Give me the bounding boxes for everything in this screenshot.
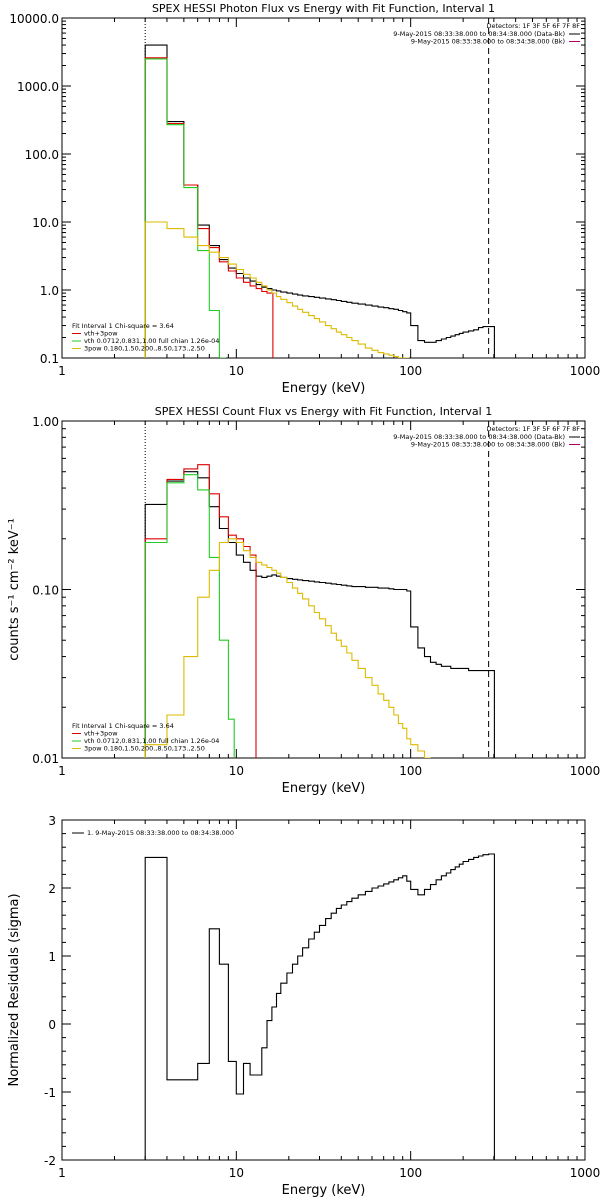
panel3-data-layer: [144, 853, 495, 1160]
panel1-y-tick-label: 0.1: [40, 352, 59, 366]
panel2-x-tick-label: 1000: [570, 764, 600, 778]
panel3-x-tick-label: 1000: [570, 1166, 600, 1180]
panel2-data-layer: [144, 464, 495, 758]
panel3-x-tick-label: 1: [58, 1166, 66, 1180]
panel3-x-tick-label: 10: [229, 1166, 244, 1180]
panel2-legend-fit-item: vth+3pow: [84, 730, 118, 738]
panel1-y-tick-label: 10.0: [32, 216, 59, 230]
panel1-x-tick-label: 1: [58, 364, 66, 378]
panel2-y-tick-label: 0.01: [32, 752, 59, 766]
panel1-plot-frame: [61, 17, 586, 359]
panel1-legend-interval-text: 9-May-2015 08:33:38.000 to 08:34:38.000 …: [411, 38, 565, 46]
panel2-legend-fit-item: 3pow 0.180,1.50,200.,8.50,173.,2.50: [84, 745, 205, 753]
panel1-x-tick-label: 100: [399, 364, 422, 378]
panel3-y-tick-label: -2: [44, 1154, 56, 1168]
panel3-legend-text: 1. 9-May-2015 08:33:38.000 to 08:34:38.0…: [87, 829, 234, 837]
panel2-plot-frame: [61, 420, 586, 759]
panel2-legend-interval-text: 9-May-2015 08:33:38.000 to 08:34:38.000 …: [411, 441, 565, 449]
panel2-legend-fit-item: vth 0.0712,0.831,1.00 full chian 1.26e-0…: [84, 737, 219, 745]
panel1-x-tick-label: 1000: [570, 364, 600, 378]
panel2-series-vth-line: [144, 474, 235, 758]
panel2-series-data-bk-line: [144, 471, 495, 758]
panel1-y-tick-label: 1.0: [40, 284, 59, 298]
panel2-title: SPEX HESSI Count Flux vs Energy with Fit…: [155, 405, 492, 418]
panel2-x-tick-label: 1: [58, 764, 66, 778]
panel1-legend-fit-item: 3pow 0.180,1.50,200.,8.50,173.,2.50: [84, 345, 205, 353]
panel2-y-tick-label: 1.00: [32, 415, 59, 429]
panel1-legend-interval-text: 9-May-2015 08:33:38.000 to 08:34:38.000 …: [393, 30, 565, 38]
panel3-y-axis-label: Normalized Residuals (sigma): [7, 893, 22, 1086]
panel1-legend-fit-item: vth 0.0712,0.831,1.00 full chian 1.26e-0…: [84, 337, 219, 345]
panel3-y-tick-label: 2: [48, 882, 56, 896]
panel3-y-tick-label: -1: [44, 1086, 56, 1100]
panel1-series-vth-3pow-line: [144, 57, 274, 358]
panel2-x-tick-label: 10: [229, 764, 244, 778]
panel1-legend-fit-item: vth+3pow: [84, 330, 118, 338]
panel2-x-axis-label: Energy (keV): [282, 781, 366, 796]
panel1-legend-fit-header: Fit Interval 1 Chi-square = 3.64: [72, 322, 174, 330]
panel1-series-vth-line: [144, 58, 226, 358]
panel2-series-vth-3pow-line: [144, 464, 257, 758]
panel3-y-tick-label: 1: [48, 950, 56, 964]
panel1-data-layer: [144, 44, 495, 358]
panel1-title: SPEX HESSI Photon Flux vs Energy with Fi…: [152, 2, 495, 15]
panel2-y-tick-label: 0.10: [32, 584, 59, 598]
panel2-legend-fit-header: Fit Interval 1 Chi-square = 3.64: [72, 722, 174, 730]
panel1-series-3pow-line: [144, 221, 410, 358]
panel3-x-tick-label: 100: [399, 1166, 422, 1180]
panel2-legend-interval-text: 9-May-2015 08:33:38.000 to 08:34:38.000 …: [393, 433, 565, 441]
panel3-series-series-line: [144, 853, 495, 1160]
panel1-x-tick-label: 10: [229, 364, 244, 378]
panel3-plot-frame: [61, 819, 586, 1161]
panel3-x-axis-label: Energy (keV): [282, 1183, 366, 1198]
panel1-y-tick-label: 10000.0: [9, 12, 59, 26]
panel2-series-3pow-line: [144, 538, 431, 758]
panel1-y-tick-label: 100.0: [25, 148, 59, 162]
panel3-y-tick-label: 3: [48, 814, 56, 828]
panel1-x-axis-label: Energy (keV): [282, 381, 366, 396]
panel2-legend-detectors: Detectors: 1F 3F 5F 6F 7F 8F: [486, 425, 580, 433]
panel2-y-axis-label: counts s⁻¹ cm⁻² keV⁻¹: [7, 518, 22, 661]
panel1-y-tick-label: 1000.0: [17, 80, 59, 94]
panel3-y-tick-label: 0: [48, 1018, 56, 1032]
panel1-legend-detectors: Detectors: 1F 3F 5F 6F 7F 8F: [486, 22, 580, 30]
panel2-x-tick-label: 100: [399, 764, 422, 778]
